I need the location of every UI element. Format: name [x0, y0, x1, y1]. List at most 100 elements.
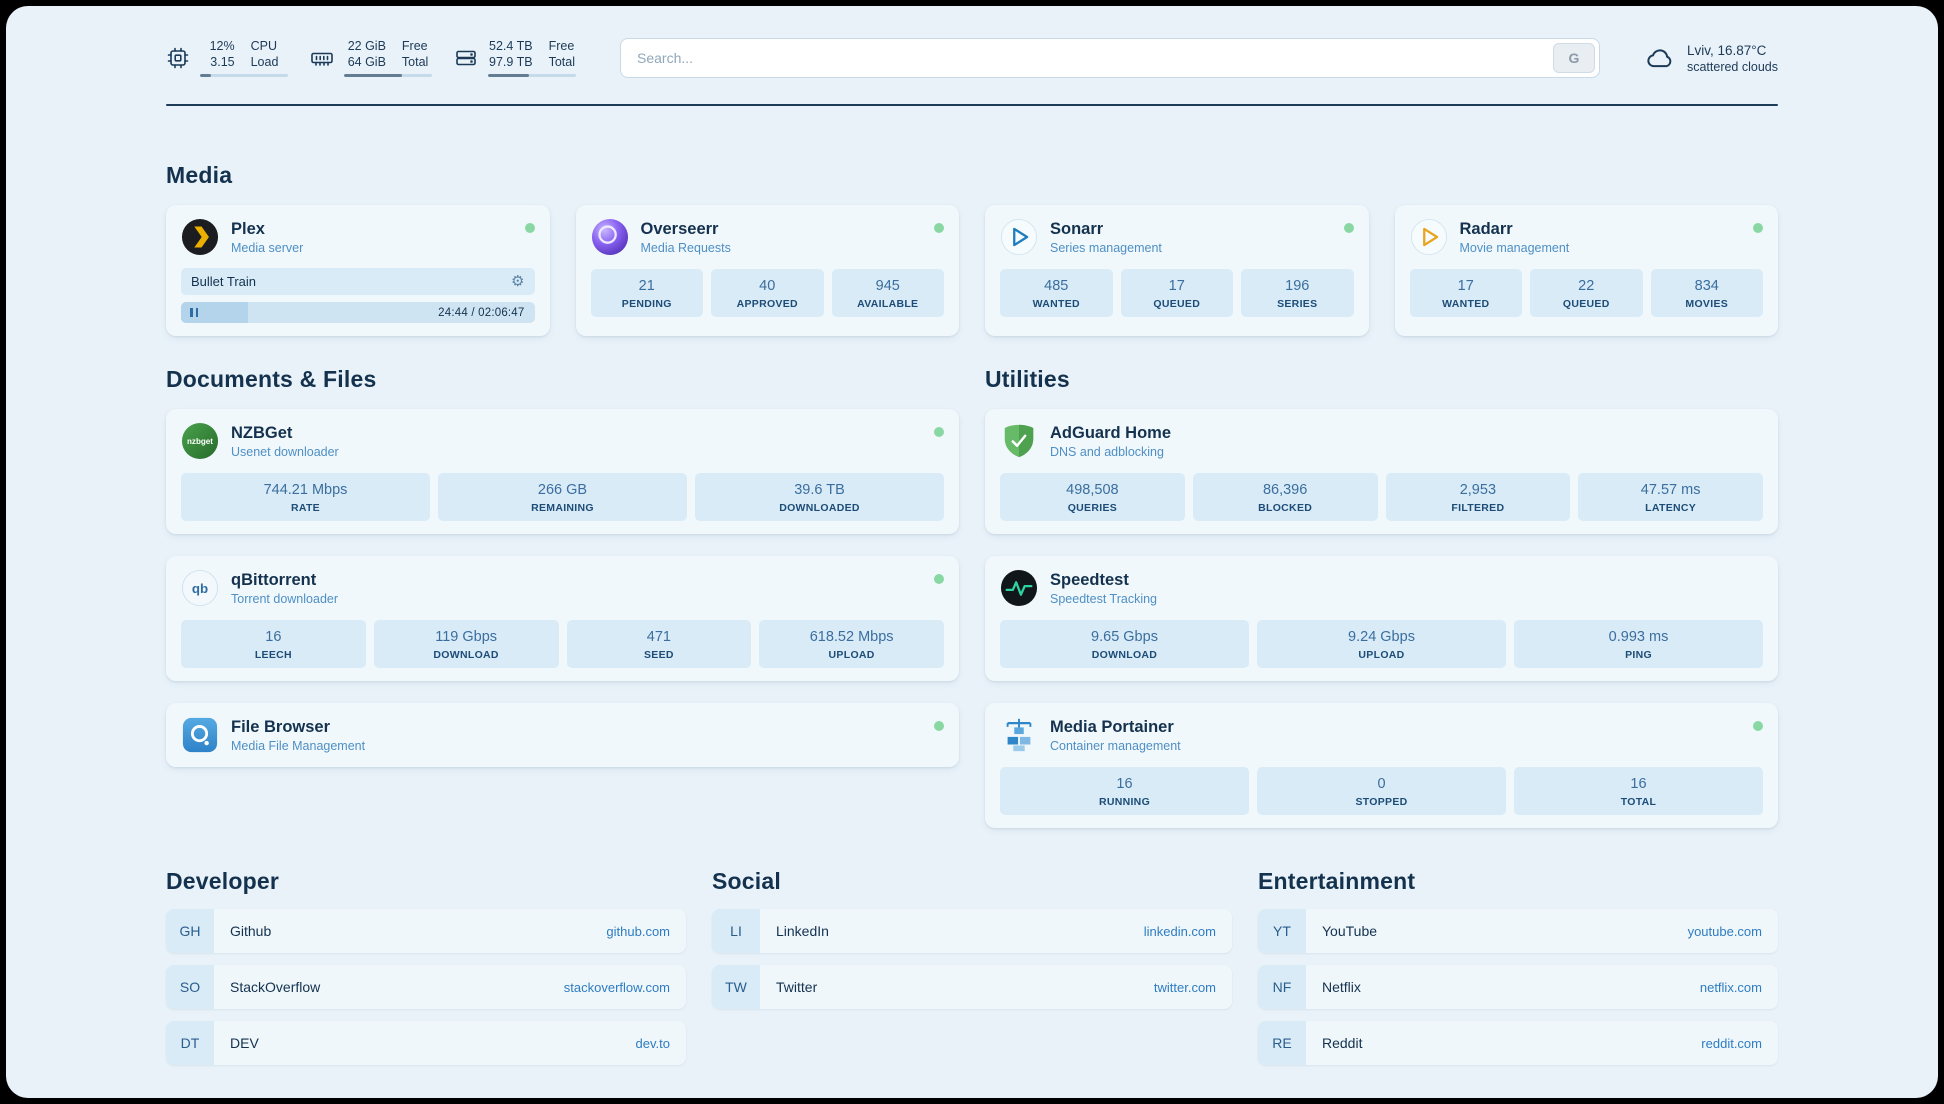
service-card-overseerr[interactable]: Overseerr Media Requests 21 PENDING 40 A…	[575, 205, 959, 336]
service-description: Speedtest Tracking	[1050, 591, 1158, 606]
bookmark-url[interactable]: stackoverflow.com	[563, 979, 670, 995]
service-card-nzbget[interactable]: nzbget NZBGet Usenet downloader 74	[166, 409, 959, 534]
disk-free-label: Free	[548, 39, 575, 53]
weather-location: Lviv, 16.87°C	[1686, 42, 1767, 58]
plex-now-playing-widget: Bullet Train ⚙ 24:44 / 02:06:47	[181, 268, 535, 323]
service-card-qbittorrent[interactable]: qb qBittorrent Torrent downloader	[166, 556, 959, 681]
bookmark-twitter[interactable]: TW Twitter twitter.com	[712, 965, 1232, 1009]
status-dot	[524, 223, 535, 233]
search-provider-button[interactable]: G	[1552, 43, 1595, 73]
bookmark-name: YouTube	[1322, 923, 1378, 939]
service-card-radarr[interactable]: Radarr Movie management 17 WANTED 22 QUE…	[1394, 205, 1778, 336]
bookmark-url[interactable]: dev.to	[635, 1035, 670, 1051]
bookmark-url[interactable]: netflix.com	[1699, 979, 1762, 995]
service-name[interactable]: File Browser	[231, 717, 331, 736]
search-input[interactable]	[620, 38, 1600, 78]
bookmark-abbr: DT	[166, 1021, 214, 1065]
bookmark-name: LinkedIn	[776, 923, 829, 939]
section-title-developer: Developer	[166, 868, 280, 894]
bookmark-reddit[interactable]: RE Reddit reddit.com	[1258, 1021, 1778, 1065]
svg-text:nzbget: nzbget	[187, 437, 213, 446]
filebrowser-icon	[181, 716, 219, 754]
service-card-filebrowser[interactable]: File Browser Media File Management	[166, 703, 959, 767]
bookmark-url[interactable]: twitter.com	[1153, 979, 1216, 995]
status-dot	[934, 223, 944, 233]
stat-filtered: 2,953 FILTERED	[1385, 473, 1571, 521]
service-name[interactable]: Plex	[231, 219, 265, 238]
memory-total-label: Total	[401, 55, 429, 69]
bookmark-url[interactable]: youtube.com	[1687, 923, 1762, 939]
service-description: Movie management	[1459, 240, 1570, 255]
bookmark-abbr: NF	[1258, 965, 1306, 1009]
service-name[interactable]: qBittorrent	[231, 570, 317, 589]
stat-seed: 471 SEED	[566, 620, 752, 668]
stat-leech: 16 LEECH	[181, 620, 366, 668]
section-title-documents: Documents & Files	[166, 366, 377, 392]
status-dot	[1753, 223, 1763, 233]
bookmark-github[interactable]: GH Github github.com	[166, 909, 686, 953]
service-description: Torrent downloader	[231, 591, 339, 606]
service-name[interactable]: AdGuard Home	[1050, 423, 1172, 442]
stat-remaining: 266 GB REMAINING	[438, 473, 687, 521]
service-card-speedtest[interactable]: Speedtest Speedtest Tracking 9.65 Gbps D…	[985, 556, 1778, 681]
bookmark-dev[interactable]: DT DEV dev.to	[166, 1021, 686, 1065]
service-name[interactable]: Speedtest	[1050, 570, 1129, 589]
playback-progress-bar[interactable]: 24:44 / 02:06:47	[181, 302, 535, 323]
bookmark-youtube[interactable]: YT YouTube youtube.com	[1258, 909, 1778, 953]
disk-progress-bar	[488, 74, 576, 77]
bookmark-stackoverflow[interactable]: SO StackOverflow stackoverflow.com	[166, 965, 686, 1009]
service-description: Container management	[1050, 738, 1181, 753]
search-bar: G	[620, 38, 1600, 78]
bookmark-netflix[interactable]: NF Netflix netflix.com	[1258, 965, 1778, 1009]
section-title-utilities: Utilities	[985, 366, 1070, 392]
service-description: DNS and adblocking	[1050, 444, 1164, 459]
section-utilities: Utilities	[985, 366, 1778, 828]
status-dot	[1753, 721, 1763, 731]
bookmark-linkedin[interactable]: LI LinkedIn linkedin.com	[712, 909, 1232, 953]
service-description: Media server	[231, 240, 304, 255]
bookmark-url[interactable]: linkedin.com	[1143, 923, 1216, 939]
disk-widget: 52.4 TB Free 97.9 TB Total	[454, 39, 576, 77]
status-dot	[934, 721, 944, 731]
service-name[interactable]: Sonarr	[1050, 219, 1104, 238]
bookmark-abbr: LI	[712, 909, 760, 953]
service-card-adguard[interactable]: AdGuard Home DNS and adblocking 498,508 …	[985, 409, 1778, 534]
bookmark-url[interactable]: reddit.com	[1701, 1035, 1762, 1051]
cpu-icon	[166, 46, 190, 70]
sonarr-icon	[1000, 218, 1038, 256]
now-playing-row: Bullet Train ⚙	[181, 268, 535, 295]
bookmark-group-entertainment: Entertainment YT YouTube youtube.com NF …	[1258, 868, 1778, 1065]
service-name[interactable]: NZBGet	[231, 423, 293, 442]
stat-upload: 9.24 Gbps UPLOAD	[1257, 620, 1506, 668]
gear-icon[interactable]: ⚙	[511, 273, 525, 290]
bookmark-url[interactable]: github.com	[606, 923, 670, 939]
service-description: Series management	[1050, 240, 1162, 255]
service-name[interactable]: Radarr	[1459, 219, 1513, 238]
bookmark-abbr: SO	[166, 965, 214, 1009]
bookmark-name: Reddit	[1322, 1035, 1363, 1051]
bookmark-abbr: YT	[1258, 909, 1306, 953]
pause-icon[interactable]	[190, 308, 198, 317]
cpu-load-label: Load	[250, 55, 279, 69]
section-media: Media Plex Media server	[166, 162, 1778, 336]
service-name[interactable]: Media Portainer	[1050, 717, 1174, 736]
weather-widget: Lviv, 16.87°C scattered clouds	[1644, 43, 1778, 74]
service-description: Usenet downloader	[231, 444, 339, 459]
stat-queued: 22 QUEUED	[1530, 269, 1643, 317]
service-card-plex[interactable]: Plex Media server Bullet Train ⚙	[166, 205, 550, 336]
stat-movies: 834 MOVIES	[1650, 269, 1763, 317]
memory-free-label: Free	[401, 39, 428, 53]
service-name[interactable]: Overseerr	[640, 219, 719, 238]
section-documents: Documents & Files	[166, 366, 959, 828]
nzbget-icon: nzbget	[181, 422, 219, 460]
stat-blocked: 86,396 BLOCKED	[1192, 473, 1378, 521]
stat-approved: 40 APPROVED	[711, 269, 824, 317]
resource-widgets: 12% CPU 3.15 Load	[166, 39, 576, 77]
bookmark-abbr: GH	[166, 909, 214, 953]
section-title-media: Media	[166, 162, 233, 188]
cpu-widget: 12% CPU 3.15 Load	[166, 39, 288, 77]
service-card-portainer[interactable]: Media Portainer Container management 16 …	[985, 703, 1778, 828]
disk-total-label: Total	[548, 55, 575, 69]
service-card-sonarr[interactable]: Sonarr Series management 485 WANTED 17 Q…	[985, 205, 1369, 336]
bookmark-group-social: Social LI LinkedIn linkedin.com TW Twitt…	[712, 868, 1232, 1065]
